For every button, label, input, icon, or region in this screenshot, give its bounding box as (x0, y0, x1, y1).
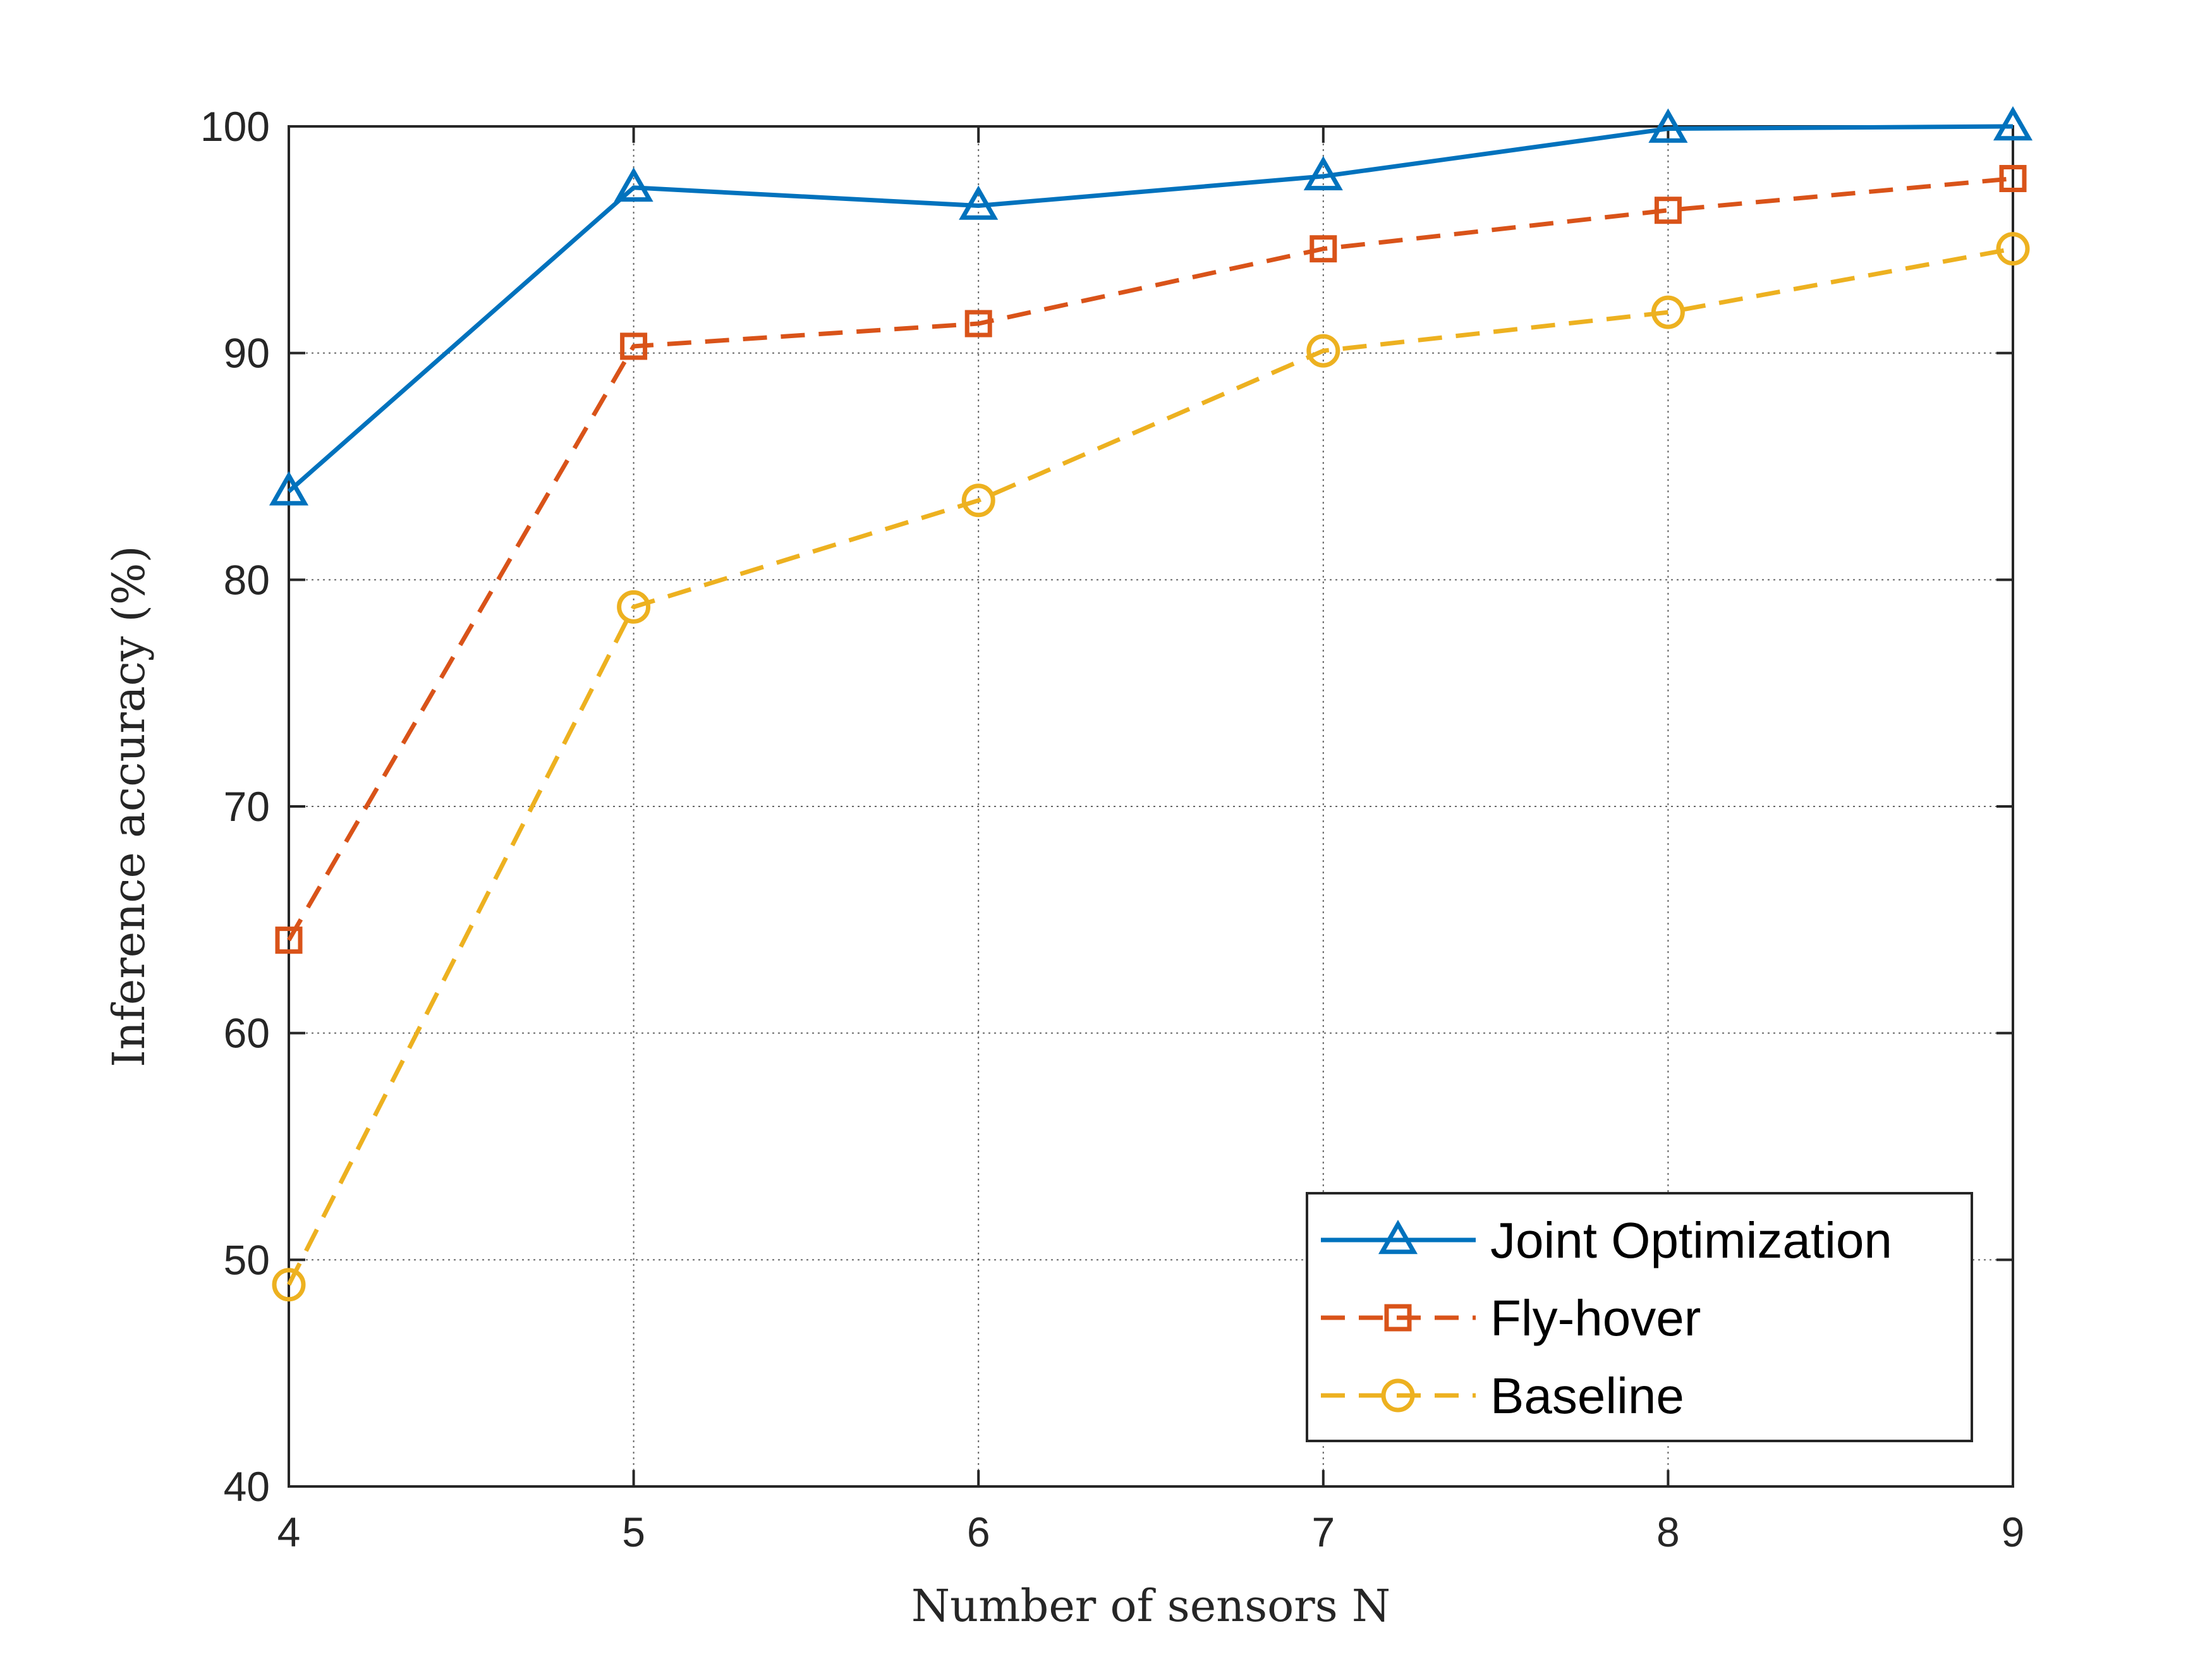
series-joint-optimization (269, 106, 2033, 506)
y-tick-label: 40 (224, 1463, 270, 1510)
y-tick-label: 70 (224, 783, 270, 830)
legend-label: Baseline (1490, 1368, 1684, 1424)
x-axis-title: Number of sensors N (911, 1580, 1390, 1632)
x-tick-label: 8 (1656, 1509, 1680, 1555)
data-point-marker (614, 167, 653, 202)
legend-marker (1384, 1304, 1412, 1332)
series-fly-hover (275, 164, 2027, 954)
data-point-marker (1306, 334, 1340, 368)
series-line (286, 246, 2014, 1286)
data-point-marker (1310, 235, 1337, 263)
x-tick-label: 4 (277, 1509, 301, 1555)
y-axis-title: Inference accuracy (%) (103, 545, 155, 1067)
series-baseline (272, 232, 2030, 1302)
y-tick-label: 80 (224, 556, 270, 603)
legend-label: Joint Optimization (1490, 1212, 1892, 1268)
data-point-marker (269, 471, 309, 506)
axis-ticks: 4 5 6 7 8 9 40 50 60 70 80 90 100 (200, 103, 2024, 1555)
data-point-marker (959, 185, 999, 220)
x-tick-label: 6 (967, 1509, 990, 1555)
data-point-marker (1999, 164, 2027, 192)
y-tick-label: 100 (200, 103, 270, 150)
data-point-marker (1996, 232, 2030, 266)
data-point-marker (1648, 108, 1688, 143)
legend-label: Fly-hover (1490, 1290, 1701, 1346)
y-tick-label: 50 (224, 1236, 270, 1283)
x-tick-label: 7 (1311, 1509, 1335, 1555)
x-tick-label: 5 (622, 1509, 645, 1555)
data-point-marker (1303, 155, 1343, 191)
data-point-marker (275, 927, 303, 954)
legend-marker (1378, 1219, 1418, 1255)
data-point-marker (964, 310, 992, 337)
data-point-marker (1651, 295, 1685, 329)
data-point-marker (620, 332, 648, 360)
y-tick-label: 60 (224, 1010, 270, 1057)
series-line (287, 124, 2014, 494)
data-point-marker (272, 1268, 306, 1302)
data-point-marker (617, 590, 651, 624)
series-line (286, 176, 2014, 942)
legend: Joint Optimization Fly-hover Baseline (1306, 1192, 1973, 1442)
x-tick-label: 9 (2002, 1509, 2025, 1555)
y-tick-label: 90 (224, 330, 270, 377)
data-point-marker (961, 483, 995, 518)
data-point-marker (1993, 106, 2033, 141)
legend-marker (1381, 1378, 1415, 1413)
series-lines (269, 106, 2033, 1302)
data-point-marker (1654, 197, 1682, 224)
